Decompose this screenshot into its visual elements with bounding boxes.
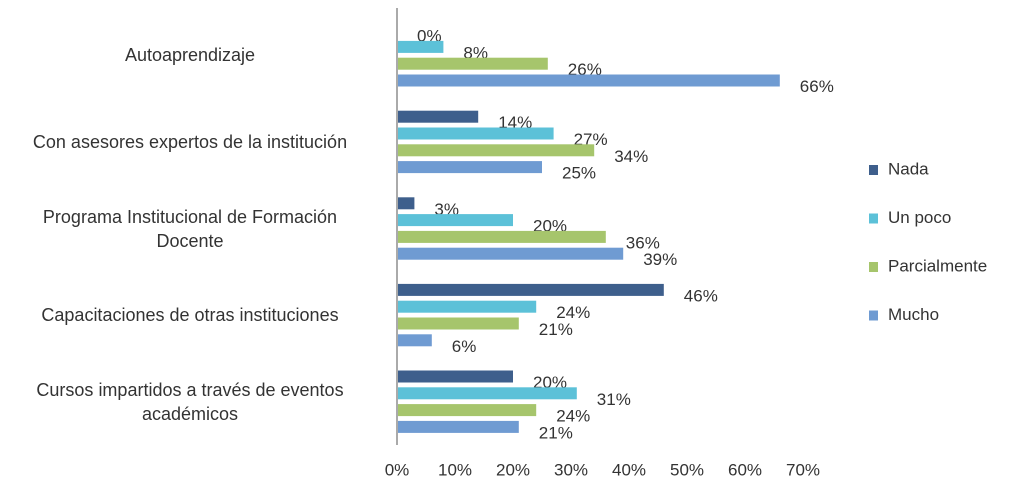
legend-swatch bbox=[869, 310, 878, 321]
bar bbox=[397, 197, 415, 210]
value-label: 24% bbox=[556, 303, 590, 322]
value-label: 27% bbox=[574, 130, 608, 149]
value-label: 34% bbox=[614, 147, 648, 166]
legend-label: Parcialmente bbox=[888, 256, 987, 275]
legend-label: Un poco bbox=[888, 208, 951, 227]
x-tick-label: 60% bbox=[728, 460, 762, 479]
category-label: Cursos impartidos a través de eventos ac… bbox=[36, 379, 344, 424]
value-label: 39% bbox=[643, 250, 677, 269]
value-label: 26% bbox=[568, 60, 602, 79]
value-label: 25% bbox=[562, 164, 596, 183]
value-label: 46% bbox=[684, 286, 718, 305]
x-tick-label: 10% bbox=[438, 460, 472, 479]
legend-swatch bbox=[869, 213, 878, 224]
x-tick-label: 40% bbox=[612, 460, 646, 479]
x-tick-label: 50% bbox=[670, 460, 704, 479]
x-tick-label: 70% bbox=[786, 460, 820, 479]
bar bbox=[397, 214, 513, 227]
value-label: 3% bbox=[434, 200, 459, 219]
value-label: 66% bbox=[800, 77, 834, 96]
bar bbox=[397, 57, 548, 70]
legend-swatch bbox=[869, 165, 878, 175]
category-label: Con asesores expertos de la institución bbox=[32, 131, 348, 152]
bar bbox=[397, 404, 537, 417]
x-tick-label: 30% bbox=[554, 460, 588, 479]
bar bbox=[397, 144, 595, 157]
bar bbox=[397, 420, 519, 433]
value-label: 31% bbox=[597, 390, 631, 409]
category-label: Autoaprendizaje bbox=[124, 45, 256, 66]
bar bbox=[397, 283, 664, 296]
bar bbox=[397, 161, 542, 174]
bar bbox=[397, 230, 606, 243]
bar bbox=[397, 40, 444, 53]
value-label: 20% bbox=[533, 217, 567, 236]
bar bbox=[397, 247, 624, 260]
legend-swatch bbox=[869, 262, 878, 272]
value-label: 14% bbox=[498, 113, 532, 132]
value-label: 0% bbox=[417, 27, 442, 46]
value-label: 6% bbox=[452, 337, 477, 356]
value-label: 20% bbox=[533, 373, 567, 392]
category-label: Capacitaciones de otras instituciones bbox=[41, 305, 339, 326]
bar bbox=[397, 127, 554, 140]
bar bbox=[397, 74, 780, 87]
value-label: 36% bbox=[626, 233, 660, 252]
value-label: 24% bbox=[556, 407, 590, 426]
bar bbox=[397, 317, 519, 330]
value-label: 21% bbox=[539, 320, 573, 339]
category-label: Programa Institucional de Formación Doce… bbox=[42, 206, 338, 251]
bar bbox=[397, 334, 432, 347]
x-tick-label: 0% bbox=[385, 460, 410, 479]
value-label: 21% bbox=[539, 423, 573, 442]
bar bbox=[397, 370, 513, 383]
value-label: 8% bbox=[463, 43, 488, 62]
legend-label: Mucho bbox=[888, 305, 939, 324]
bar bbox=[397, 300, 537, 313]
bar bbox=[397, 110, 479, 123]
x-tick-label: 20% bbox=[496, 460, 530, 479]
bar bbox=[397, 387, 577, 400]
legend-label: Nada bbox=[888, 159, 929, 178]
